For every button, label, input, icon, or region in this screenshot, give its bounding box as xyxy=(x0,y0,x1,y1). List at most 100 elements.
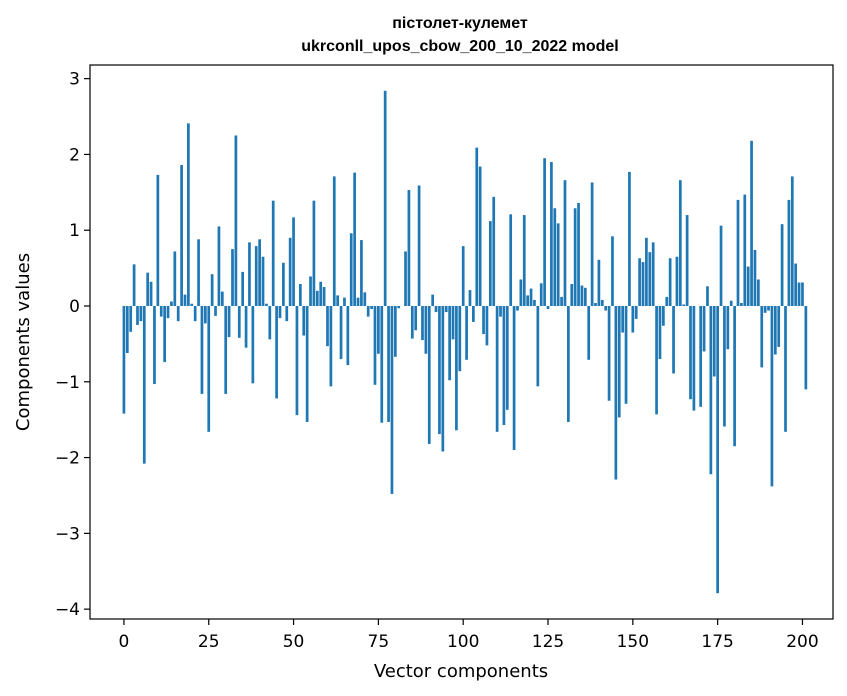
bar xyxy=(339,306,343,360)
bar xyxy=(675,256,679,306)
y-tick-label: −3 xyxy=(55,524,80,544)
x-tick-label: 125 xyxy=(532,632,564,652)
bar xyxy=(763,306,767,313)
bar xyxy=(315,290,319,306)
y-axis-ticks: −4 −3 −2 −1 0 1 2 3 xyxy=(55,70,90,620)
bar xyxy=(237,306,241,338)
bar xyxy=(363,292,367,306)
bar xyxy=(563,180,567,307)
bar xyxy=(685,215,689,306)
bar xyxy=(251,306,255,384)
bar xyxy=(658,306,662,360)
bar xyxy=(621,306,625,333)
bar xyxy=(580,285,584,306)
bar xyxy=(231,249,234,306)
bar xyxy=(319,281,323,306)
bar xyxy=(203,306,207,324)
y-tick-label: 3 xyxy=(69,70,80,90)
bar xyxy=(190,303,194,306)
x-tick-label: 200 xyxy=(786,632,818,652)
bar xyxy=(275,306,278,399)
bar xyxy=(220,291,224,306)
x-tick-label: 175 xyxy=(701,632,733,652)
bar xyxy=(258,239,261,306)
bar xyxy=(322,287,326,306)
bar xyxy=(407,190,411,306)
bar xyxy=(617,306,621,418)
bar xyxy=(129,306,133,332)
bar xyxy=(373,306,377,385)
bar xyxy=(543,158,546,306)
x-tick-label: 150 xyxy=(617,632,649,652)
y-tick-label: 1 xyxy=(69,221,80,241)
bar xyxy=(729,300,733,307)
bar xyxy=(706,286,709,306)
bar xyxy=(122,306,126,414)
bar xyxy=(173,251,177,307)
bar xyxy=(329,306,333,387)
bar xyxy=(790,176,794,307)
bar xyxy=(526,295,530,306)
bar xyxy=(349,233,353,307)
bar xyxy=(142,306,146,464)
bar xyxy=(787,199,791,306)
bar xyxy=(302,306,306,336)
bar xyxy=(529,288,533,306)
bar xyxy=(587,306,591,360)
bar xyxy=(641,262,645,307)
bar xyxy=(590,182,594,306)
bar xyxy=(607,306,611,401)
bar xyxy=(736,199,740,306)
bar xyxy=(410,306,414,339)
bar xyxy=(244,306,248,348)
bar xyxy=(214,306,217,316)
bar xyxy=(492,196,496,306)
bar xyxy=(614,306,618,480)
bar xyxy=(628,171,631,306)
bar xyxy=(556,223,560,306)
bar xyxy=(163,306,166,363)
bar xyxy=(509,214,513,306)
bar xyxy=(624,306,628,404)
y-tick-label: 2 xyxy=(69,145,80,165)
bar xyxy=(692,306,696,411)
bar xyxy=(217,226,221,307)
bar xyxy=(156,174,160,306)
bar xyxy=(383,90,387,307)
bar xyxy=(197,239,200,306)
bar xyxy=(499,306,502,317)
bar xyxy=(750,140,753,306)
bar xyxy=(292,217,295,306)
bar xyxy=(390,306,394,494)
bar xyxy=(326,306,329,347)
bar xyxy=(282,262,285,306)
bar xyxy=(689,306,692,400)
y-tick-label: −1 xyxy=(55,373,80,393)
chart-title: пістолет-кулемет xyxy=(392,15,528,32)
bar xyxy=(360,240,363,306)
bar xyxy=(210,274,214,306)
bar xyxy=(583,287,587,306)
bar xyxy=(139,306,143,322)
bar xyxy=(757,279,760,307)
bar xyxy=(495,306,499,432)
bar xyxy=(353,172,356,306)
bar xyxy=(159,306,163,317)
bar xyxy=(166,306,170,319)
chart-subtitle: ukrconll_upos_cbow_200_10_2022 model xyxy=(301,38,618,55)
bar xyxy=(132,264,136,306)
bar xyxy=(248,242,251,306)
bar xyxy=(648,252,652,306)
bar xyxy=(427,306,431,444)
bar xyxy=(417,185,421,306)
bar xyxy=(271,200,275,306)
bar xyxy=(539,283,543,307)
bar xyxy=(176,306,180,322)
bar xyxy=(767,306,770,311)
bar xyxy=(712,306,716,377)
bar xyxy=(312,200,316,306)
x-tick-label: 75 xyxy=(368,632,390,652)
bar xyxy=(797,282,801,306)
bar xyxy=(478,166,482,306)
